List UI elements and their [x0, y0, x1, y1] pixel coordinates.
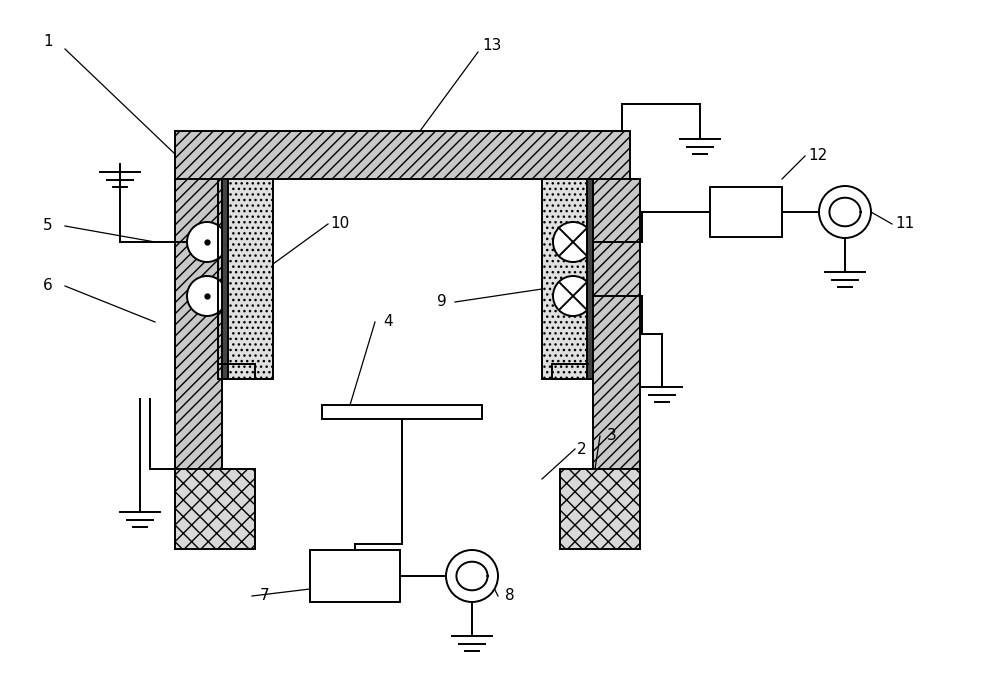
Text: 8: 8 [505, 588, 515, 603]
Text: 9: 9 [437, 295, 447, 309]
Bar [225, 179, 273, 379]
Bar [175, 131, 630, 179]
Text: 12: 12 [808, 148, 828, 163]
Bar [222, 179, 228, 379]
Bar [542, 179, 590, 379]
Text: 3: 3 [607, 428, 617, 443]
Bar [322, 405, 482, 419]
Text: 13: 13 [482, 38, 502, 53]
Bar [710, 187, 782, 237]
Text: 5: 5 [43, 218, 53, 233]
Text: 7: 7 [260, 588, 270, 603]
Bar [560, 469, 640, 549]
Circle shape [187, 276, 227, 316]
Circle shape [187, 222, 227, 262]
Bar [593, 179, 640, 469]
Bar [310, 550, 400, 602]
Circle shape [553, 276, 593, 316]
Bar [175, 179, 222, 469]
Bar [175, 469, 255, 549]
Text: 2: 2 [577, 441, 587, 456]
Circle shape [819, 186, 871, 238]
Text: 1: 1 [43, 34, 53, 49]
Circle shape [553, 222, 593, 262]
Text: 11: 11 [895, 217, 915, 231]
Bar [587, 179, 593, 379]
Circle shape [446, 550, 498, 602]
Text: 10: 10 [330, 217, 350, 231]
Text: 4: 4 [383, 315, 393, 330]
Text: 6: 6 [43, 278, 53, 293]
